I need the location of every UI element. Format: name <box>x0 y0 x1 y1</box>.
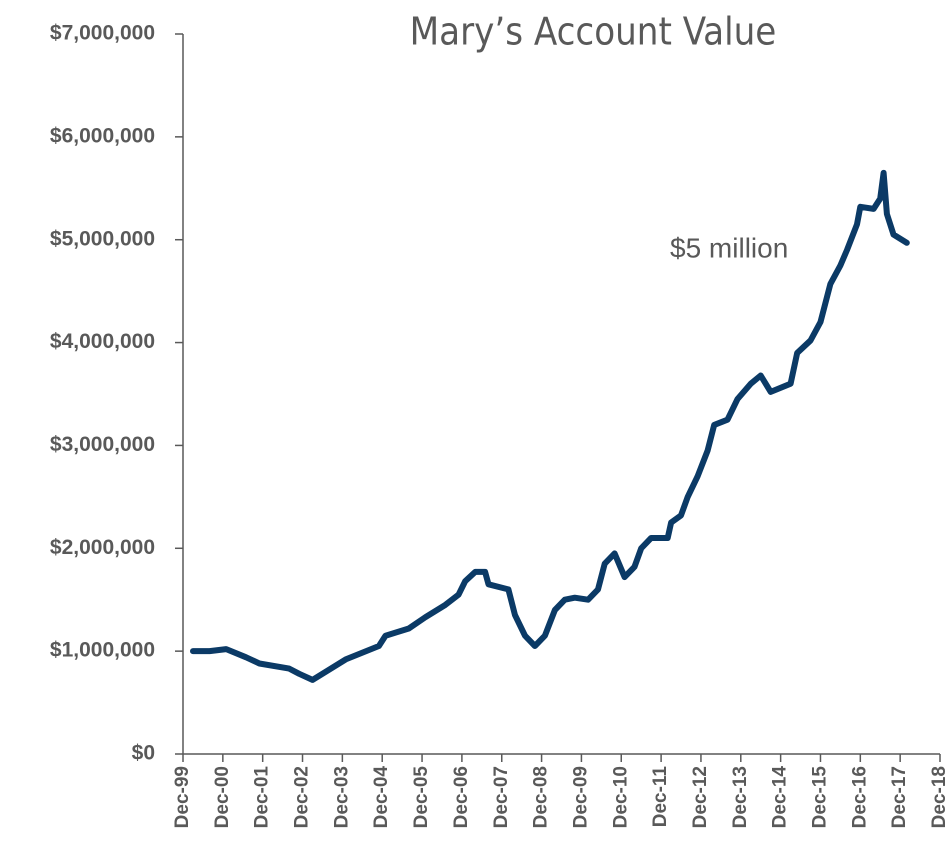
series-line <box>190 169 910 683</box>
y-tick-label: $3,000,000 <box>50 433 155 456</box>
y-tick-label: $6,000,000 <box>50 124 155 147</box>
x-tick-label: Dec-02 <box>292 766 313 828</box>
x-tick-label: Dec-04 <box>371 766 392 829</box>
x-tick-label: Dec-10 <box>610 766 631 828</box>
x-tick-label: Dec-11 <box>650 766 671 828</box>
x-tick-label: Dec-07 <box>491 766 512 828</box>
chart-title: Mary’s Account Value <box>410 10 777 54</box>
x-tick-label: Dec-13 <box>730 766 751 828</box>
y-tick-label: $7,000,000 <box>50 22 155 45</box>
x-tick-label: Dec-17 <box>889 766 910 828</box>
x-tick-label: Dec-06 <box>451 766 472 828</box>
x-tick-label: Dec-14 <box>770 766 791 829</box>
x-tick-label: Dec-99 <box>172 766 193 828</box>
x-tick-label: Dec-09 <box>570 766 591 828</box>
y-tick-label: $2,000,000 <box>50 536 155 559</box>
x-tick-label: Dec-03 <box>331 766 352 828</box>
x-tick-label: Dec-12 <box>690 766 711 828</box>
x-tick-label: Dec-16 <box>849 766 870 828</box>
x-tick-label: Dec-05 <box>411 766 432 829</box>
x-tick-label: Dec-00 <box>212 766 233 828</box>
y-tick-label: $5,000,000 <box>50 227 155 250</box>
x-tick-label: Dec-18 <box>929 766 949 828</box>
y-tick-label: $4,000,000 <box>50 330 155 353</box>
x-tick-label: Dec-01 <box>252 766 273 829</box>
x-tick-label: Dec-15 <box>809 766 830 829</box>
y-tick-label: $1,000,000 <box>50 639 155 662</box>
annotation: $5 million <box>670 232 788 263</box>
y-tick-label: $0 <box>132 742 155 765</box>
x-tick-label: Dec-08 <box>531 766 552 828</box>
